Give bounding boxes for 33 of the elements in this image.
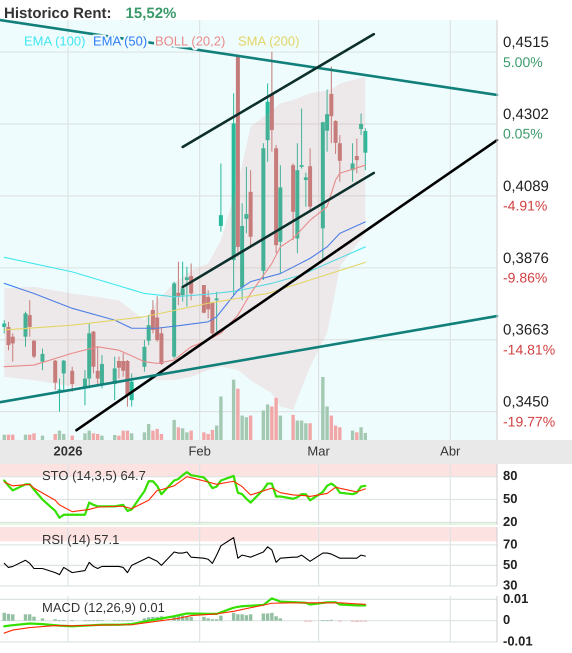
text: BOLL (20,2): [155, 33, 226, 48]
y-tick-label: 0,3450: [503, 394, 549, 411]
y-tick-label: 0,4089: [503, 178, 549, 195]
y-tick-label: 0,3876: [503, 250, 549, 267]
y-tick-label: 50: [503, 556, 518, 572]
text: EMA (100): [24, 33, 86, 48]
y2-tick-label: 0.05%: [503, 126, 543, 142]
y-tick-label: 0.01: [503, 590, 528, 606]
y-tick-label: 0,3663: [503, 322, 549, 339]
text: SMA (200): [238, 33, 300, 48]
y-tick-label: 80: [503, 468, 518, 484]
x-tick-label: Feb: [188, 443, 211, 458]
x-tick-label: Abr: [440, 443, 462, 458]
y-tick-label: 0: [503, 612, 510, 628]
y-tick-label: 30: [503, 577, 518, 592]
y2-tick-label: -4.91%: [503, 198, 548, 214]
y-tick-label: 70: [503, 536, 518, 552]
y-tick-label: 0,4302: [503, 106, 549, 123]
y-tick-label: 0,4515: [503, 34, 549, 52]
chart-title: MACD (12,26,9) 0.01: [42, 600, 165, 616]
chart-title: STO (14,3,5) 64.7: [42, 468, 146, 484]
y2-tick-label: -9.86%: [503, 270, 548, 286]
y2-tick-label: -14.81%: [503, 341, 556, 358]
chart-title: RSI (14) 57.1: [42, 532, 120, 548]
y-tick-label: 50: [503, 490, 518, 506]
y-tick-label: -0.01: [503, 633, 533, 648]
x-tick-label: Mar: [307, 443, 330, 458]
x-tick-label: 2026: [54, 443, 82, 458]
chart-subtitle: 15,52%: [126, 4, 176, 22]
y2-tick-label: 5.00%: [503, 54, 543, 70]
y2-tick-label: -19.77%: [503, 413, 556, 430]
y-tick-label: 20: [503, 514, 518, 529]
chart-title: Historico Rent:: [4, 4, 112, 22]
